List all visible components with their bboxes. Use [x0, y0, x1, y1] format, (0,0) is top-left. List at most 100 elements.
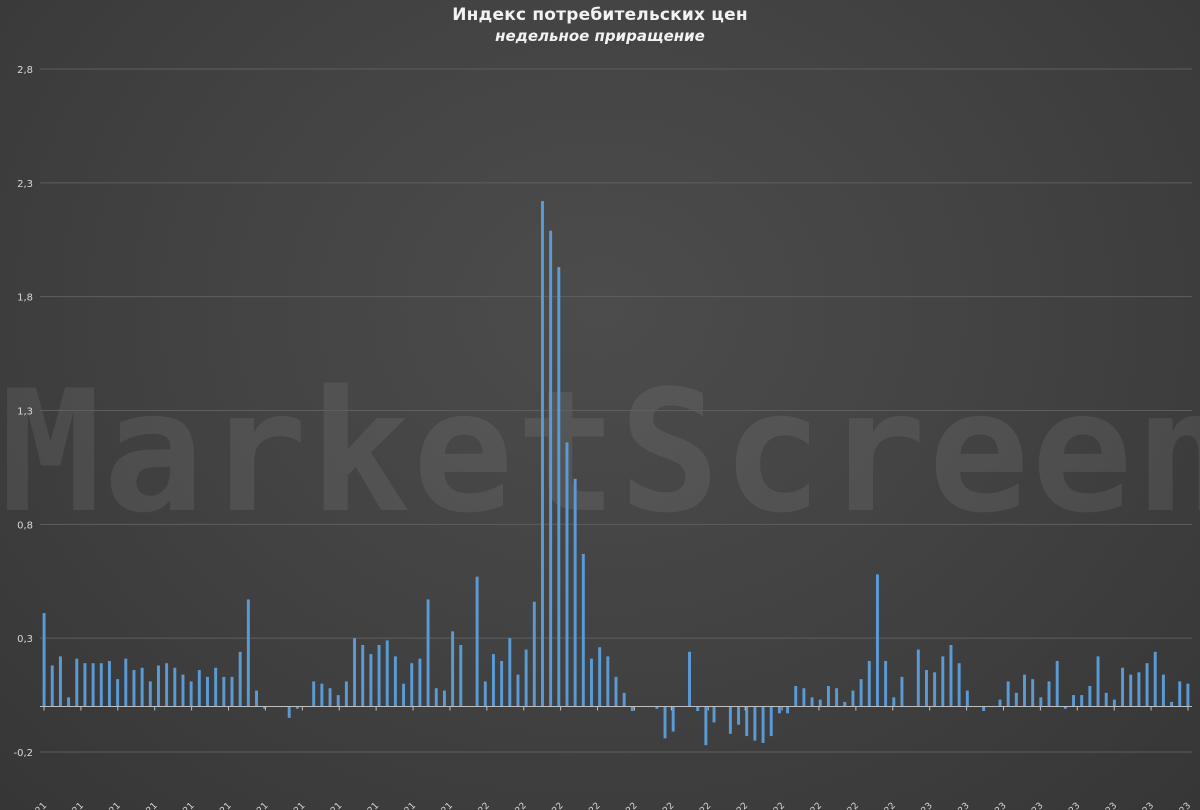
bar — [1112, 699, 1116, 707]
bar — [361, 645, 365, 707]
bar — [786, 706, 790, 714]
x-tick-label: 11.11.2021 — [375, 801, 419, 810]
bar — [933, 672, 937, 707]
bar — [1104, 692, 1108, 707]
x-tick-label: 11.02.2021 — [43, 801, 87, 810]
bar — [230, 676, 234, 707]
x-tick-label: 11.07.2021 — [227, 801, 271, 810]
y-tick-label: 1,8 — [17, 293, 33, 304]
bar — [442, 690, 446, 707]
bar — [892, 697, 896, 707]
bar — [818, 699, 822, 707]
bar — [42, 613, 46, 707]
bar — [1039, 697, 1043, 707]
bar — [483, 681, 487, 707]
bar — [328, 688, 332, 707]
bar — [475, 576, 479, 707]
bar — [598, 647, 602, 707]
bar — [900, 676, 904, 707]
bar — [1055, 660, 1059, 707]
bar — [1023, 674, 1026, 707]
title-block: Индекс потребительских цен недельное при… — [0, 4, 1200, 46]
bar — [884, 660, 888, 707]
bar — [1031, 679, 1035, 707]
bar — [655, 706, 659, 709]
bar — [255, 690, 258, 707]
bar — [67, 697, 71, 707]
bar — [426, 599, 430, 707]
bar — [1047, 681, 1051, 707]
bar — [622, 692, 626, 707]
bar — [925, 670, 928, 707]
bar — [606, 656, 610, 707]
bar — [875, 574, 879, 707]
bar — [124, 658, 128, 707]
bar — [91, 663, 95, 707]
bar — [312, 681, 316, 707]
bar — [369, 654, 373, 707]
bar — [459, 645, 463, 707]
bar — [590, 658, 593, 707]
x-tick-label: 11.02.2023 — [928, 801, 972, 810]
bar — [802, 688, 806, 707]
bar — [843, 701, 847, 707]
bar — [222, 676, 226, 707]
bar — [214, 667, 218, 707]
chart-title: Индекс потребительских цен — [452, 5, 748, 25]
bar — [1153, 651, 1157, 707]
bar — [1014, 692, 1018, 707]
bar — [1063, 706, 1067, 709]
bar — [1170, 701, 1174, 707]
bar — [491, 654, 495, 707]
bar — [769, 706, 773, 737]
bar — [573, 478, 577, 707]
bar — [385, 640, 389, 707]
x-tick-label: 11.03.2021 — [79, 801, 123, 810]
bar — [1178, 681, 1182, 707]
bar — [630, 706, 634, 712]
x-tick-label: 11.01.2021 — [6, 801, 50, 810]
y-tick-label: 2,8 — [17, 65, 33, 76]
x-tick-label: 11.12.2022 — [854, 801, 898, 810]
bar — [107, 660, 111, 707]
bar — [238, 651, 242, 707]
bar — [1096, 656, 1100, 707]
bar — [957, 663, 961, 707]
bar — [165, 663, 169, 707]
bar — [393, 656, 397, 707]
bar — [1072, 695, 1075, 707]
bar — [557, 267, 561, 707]
bar — [1088, 685, 1092, 707]
bar — [344, 681, 348, 707]
x-tick-label: 11.07.2022 — [670, 801, 714, 810]
x-tick-label: 11.10.2021 — [338, 801, 382, 810]
bar — [206, 676, 209, 707]
bar — [663, 706, 667, 739]
bar — [1080, 695, 1084, 707]
x-tick-label: 11.01.2023 — [891, 801, 935, 810]
bar — [1145, 663, 1149, 707]
bar — [189, 681, 193, 707]
bar — [688, 651, 691, 707]
bar — [336, 695, 340, 707]
bar — [132, 670, 136, 707]
x-tick-label: 11.08.2022 — [707, 801, 751, 810]
x-tick-label: 11.03.2022 — [522, 801, 566, 810]
bar — [1006, 681, 1010, 707]
bar — [532, 601, 536, 707]
bar — [50, 665, 54, 707]
bar — [835, 688, 839, 707]
bar — [1129, 674, 1133, 707]
bar — [549, 230, 553, 707]
bar — [263, 706, 267, 709]
bar — [516, 674, 520, 707]
x-tick-label: 11.12.2021 — [412, 801, 456, 810]
x-tick-label: 11.04.2021 — [116, 801, 160, 810]
x-tick-label: 11.05.2022 — [596, 801, 640, 810]
bar — [295, 706, 299, 709]
bars — [42, 201, 1190, 746]
bar — [982, 706, 986, 712]
bar — [287, 706, 291, 718]
bar — [737, 706, 741, 725]
